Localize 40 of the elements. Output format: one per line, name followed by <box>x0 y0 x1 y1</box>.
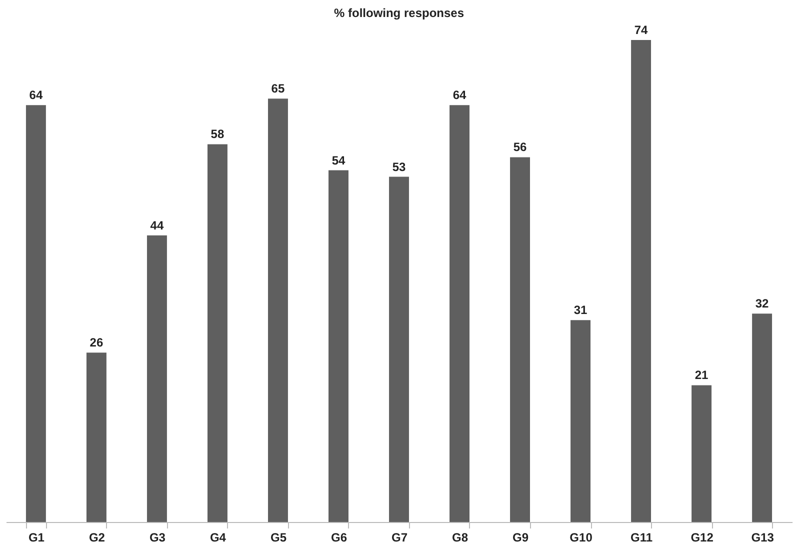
x-tick-label: G1 <box>28 530 45 544</box>
x-tick-label: G13 <box>751 530 774 544</box>
bar <box>631 40 652 522</box>
data-label: 31 <box>574 303 588 318</box>
bar <box>268 98 288 522</box>
data-label: 64 <box>452 88 466 102</box>
bar <box>752 314 772 522</box>
chart-title: % following responses <box>334 6 464 20</box>
x-tick-label: G11 <box>630 530 653 544</box>
bar <box>86 352 106 522</box>
x-tick-label: G12 <box>690 530 714 544</box>
data-label: 65 <box>271 82 285 96</box>
data-label: 26 <box>90 336 104 350</box>
data-label: 21 <box>694 368 709 382</box>
x-tick-label: G2 <box>88 530 106 544</box>
bar <box>207 144 228 522</box>
bar <box>510 157 530 522</box>
data-label: 53 <box>392 160 406 174</box>
bar <box>26 105 46 522</box>
data-label: 54 <box>332 153 346 168</box>
bar <box>146 235 167 522</box>
data-label: 74 <box>634 23 648 37</box>
x-tick-label: G4 <box>210 530 226 544</box>
x-tick-label: G9 <box>512 530 529 544</box>
bar <box>389 176 409 522</box>
bar <box>328 170 348 522</box>
data-label: 44 <box>150 218 164 232</box>
x-tick-label: G10 <box>570 530 593 544</box>
data-label: 58 <box>210 127 224 142</box>
data-label: 32 <box>755 296 770 311</box>
bar <box>450 105 470 522</box>
data-label: 56 <box>513 140 528 154</box>
bar <box>692 385 712 522</box>
x-tick-label: G7 <box>391 530 408 544</box>
x-tick-label: G5 <box>270 530 287 544</box>
x-tick-label: G6 <box>330 530 348 544</box>
x-tick-label: G8 <box>452 530 468 544</box>
bar <box>570 320 591 522</box>
data-label: 64 <box>29 88 43 102</box>
x-tick-label: G3 <box>149 530 166 544</box>
